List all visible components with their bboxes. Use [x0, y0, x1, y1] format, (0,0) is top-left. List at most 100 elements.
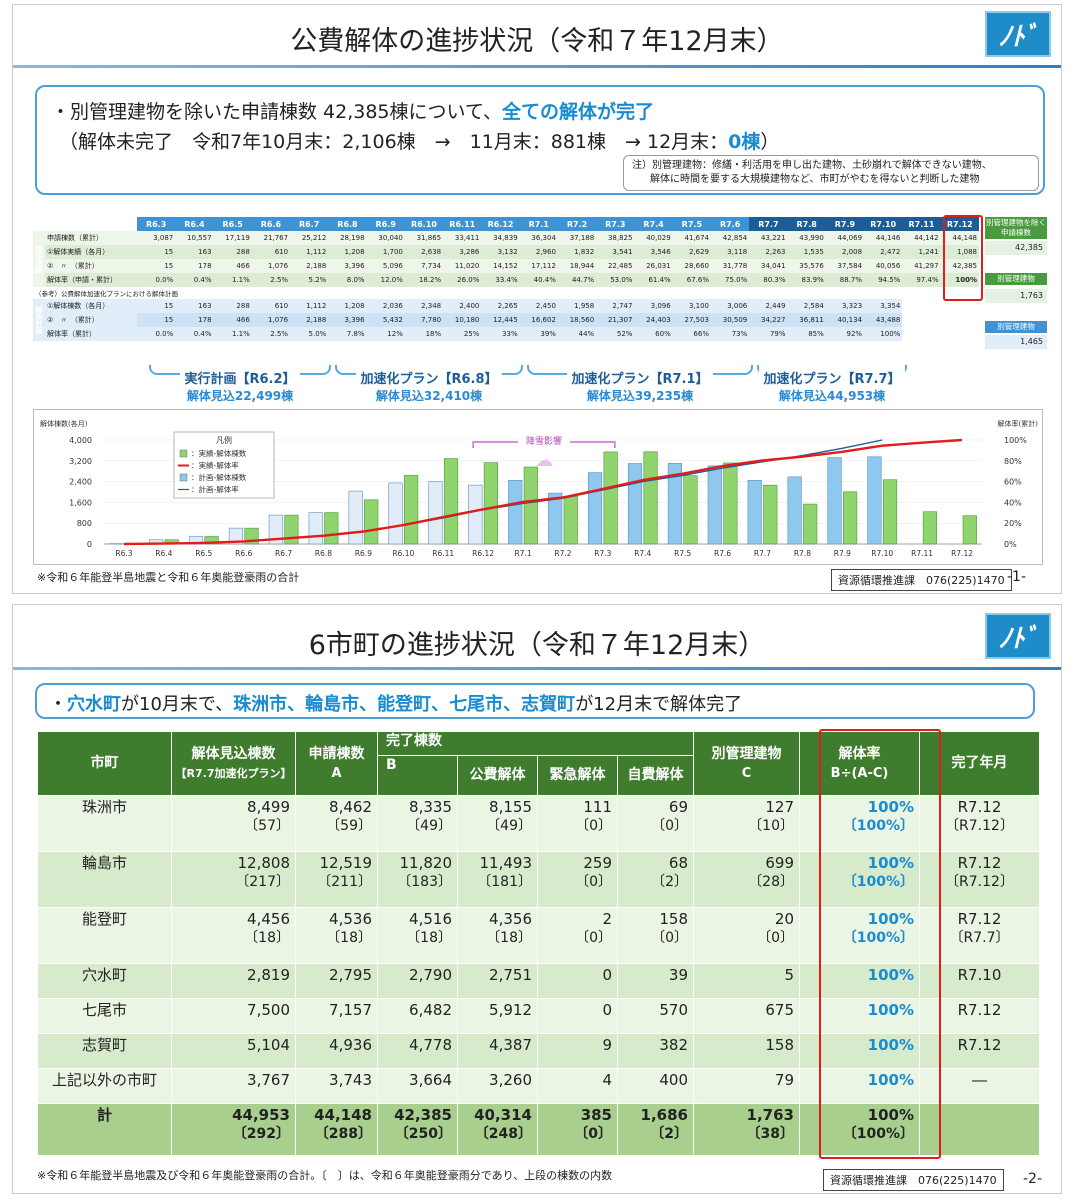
- city-row: 七尾市 7,500 7,157 6,482 5,912 0 570 675 100% R7.12: [37, 998, 1040, 1034]
- cell-value: 40.4%: [519, 273, 558, 287]
- bar-actual: [443, 458, 459, 545]
- progress-header-row: R6.3 R6.4 R6.5 R6.6 R6.7 R6.8 R6.9 R6.10 R6.11 R6…: [33, 217, 979, 231]
- cell-value: 2,629: [672, 245, 711, 259]
- total-pub: 40,314 〔248〕: [457, 1103, 538, 1156]
- cell-pub-sub: 〔49〕: [486, 818, 532, 834]
- side-value-excl: 42,385: [985, 241, 1047, 255]
- cell-value: 12.0%: [366, 273, 405, 287]
- cell-value: 43,488: [864, 313, 903, 327]
- bar-actual: [483, 462, 499, 545]
- cell-self-sub: 〔2〕: [651, 874, 688, 890]
- city-name-value: 珠洲市: [81, 798, 127, 816]
- cell-est-sub: 〔18〕: [244, 930, 290, 946]
- cell-value: 2,449: [749, 299, 788, 313]
- cell-value: 163: [175, 245, 214, 259]
- cell-value: 31,778: [710, 259, 750, 273]
- cell-value: 2,638: [404, 245, 444, 259]
- note-line: 注）別管理建物：修繕・利活用を申し出た建物、土砂崩れで解体できない建物、: [632, 160, 992, 171]
- month-header: R7.11: [902, 217, 941, 231]
- col-applied: 申請棟数 A: [295, 731, 378, 796]
- month-header: R7.1: [519, 217, 558, 231]
- bar-actual: [683, 475, 698, 545]
- side-value-plan-separate: 1,465: [985, 335, 1047, 349]
- cell-sep: 5: [693, 963, 800, 999]
- summary-highlight: 0棟: [728, 131, 761, 153]
- cell-urg: 0: [537, 998, 618, 1034]
- cell-urg-sub: 〔0〕: [575, 930, 612, 946]
- summary-box: ・別管理建物を除いた申請棟数 42,385棟について、全ての解体が完了 （解体未…: [35, 85, 1045, 195]
- cell-sep-sub: 〔28〕: [748, 874, 794, 890]
- cell-sep: 127 〔10〕: [693, 795, 800, 852]
- cell-value: 44,148: [940, 231, 979, 245]
- cell-ym-value: R7.12: [957, 1001, 1002, 1019]
- bar-plan: [747, 480, 762, 545]
- cell-pub-value: 2,751: [489, 966, 532, 984]
- cell-value: 80.3%: [749, 273, 788, 287]
- cell-value: 15: [137, 259, 176, 273]
- actual-row: ② 〃 （累計） 15 178 466 1,076 2,188 3,396 5,096 7,73…: [33, 259, 979, 273]
- cell-app-sub: 〔59〕: [326, 818, 372, 834]
- bar-plan: [587, 472, 603, 545]
- bar-actual: [643, 451, 658, 545]
- title-underline: [13, 65, 1061, 68]
- title-underline: [13, 667, 1061, 670]
- cell-ym-sub: 〔R7.12〕: [945, 818, 1014, 834]
- cell-pub: 5,912: [457, 998, 538, 1034]
- cell-value: 1.1%: [213, 273, 252, 287]
- actual-row: ①解体実績（各月） 15 163 288 610 1,112 1,208 1,700 2,638…: [33, 245, 979, 259]
- cell-value: 40,029: [634, 231, 673, 245]
- legend-label: ：実績-解体率: [191, 460, 239, 470]
- cell-value: 40,134: [825, 313, 865, 327]
- cell-value: 15: [137, 313, 176, 327]
- bar-plan: [787, 476, 802, 545]
- cell-sep-value: 5: [784, 966, 794, 984]
- cell-done: 8,335 〔49〕: [377, 795, 458, 852]
- cell-value: 15: [137, 299, 176, 313]
- actual-row: 解体実績 申請棟数（累計） 3,087 10,557 17,119 21,767 25,21…: [33, 231, 979, 287]
- phase-estimate: 解体見込22,499棟: [186, 389, 294, 403]
- cell-ym-sub: 〔R7.12〕: [945, 874, 1014, 890]
- cell-self: 158 〔0〕: [617, 907, 694, 964]
- bar-actual: [843, 491, 858, 545]
- col-estimate-label: 解体見込棟数: [191, 745, 276, 762]
- cell-est-sub: 〔217〕: [235, 874, 290, 890]
- row-label: ② 〃 （累計）: [45, 313, 137, 327]
- col-completed: 完了棟数: [377, 731, 694, 756]
- actual-row: 解体率（申請・累計） 0.0% 0.4% 1.1% 2.5% 5.2% 8.0% 12.0% 1…: [33, 273, 979, 287]
- cell-value: 41,297: [902, 259, 941, 273]
- cell-value: 0.4%: [175, 273, 214, 287]
- cell-value: 8.0%: [328, 273, 367, 287]
- summary-text: ）: [760, 131, 780, 153]
- cell-value: 42,385: [940, 259, 979, 273]
- phase-name: 加速化プラン【R7.7】: [759, 368, 905, 387]
- summary-box-2: ・穴水町が10月末で、珠洲市、輪島市、能登町、七尾市、志賀町が12月末で解体完了: [35, 683, 1035, 719]
- phase-estimate: 解体見込39,235棟: [586, 389, 694, 403]
- bar-actual: [882, 479, 898, 545]
- phase-estimate: 解体見込32,410棟: [375, 389, 483, 403]
- cell-app-value: 2,795: [329, 966, 372, 984]
- col-rate-sub: B÷(A-C): [830, 765, 889, 781]
- cell-done: 11,820 〔183〕: [377, 851, 458, 908]
- legend-box: [173, 431, 275, 499]
- cell-sep-value: 158: [765, 1036, 794, 1054]
- city-name-value: 七尾市: [81, 1001, 127, 1019]
- month-header: R7.9: [825, 217, 865, 231]
- summary-line-1: ・別管理建物を除いた申請棟数 42,385棟について、全ての解体が完了: [51, 97, 654, 124]
- cell-value: 53.0%: [596, 273, 635, 287]
- cell-value: 33.4%: [481, 273, 520, 287]
- bar-actual: [523, 466, 538, 545]
- cell-done-value: 6,482: [409, 1001, 452, 1019]
- col-applied-label: 申請棟数: [308, 745, 365, 762]
- month-header: R7.7: [749, 217, 788, 231]
- cell-value: 79%: [749, 327, 788, 341]
- cell-sep: 699 〔28〕: [693, 851, 800, 908]
- cell-urg: 9: [537, 1033, 618, 1069]
- chart-svg: 解体棟数(各月) 解体率(累計) 4,000 3,200 2,400 1,600 800 0 1…: [40, 419, 1038, 558]
- cell-value: 15: [137, 245, 176, 259]
- cell-value: 5,432: [366, 313, 405, 327]
- cell-done-sub: 〔18〕: [406, 930, 452, 946]
- city-name: 珠洲市: [37, 795, 172, 852]
- cell-value: 0.0%: [137, 273, 176, 287]
- x-tick-label: R6.9: [355, 549, 372, 558]
- x-tick-label: R7.5: [674, 549, 691, 558]
